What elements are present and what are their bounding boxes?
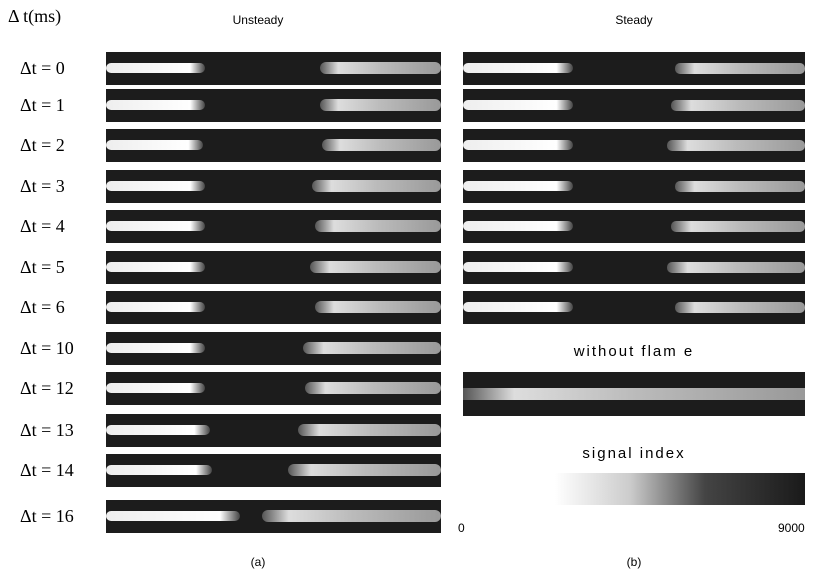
spray bbox=[315, 301, 441, 313]
spray bbox=[298, 424, 441, 436]
spray bbox=[463, 262, 573, 272]
colorbar bbox=[555, 473, 805, 505]
spray bbox=[106, 100, 205, 110]
spray bbox=[463, 302, 573, 312]
spray bbox=[675, 302, 805, 313]
spray bbox=[106, 221, 205, 231]
spray bbox=[315, 220, 441, 232]
colorbar-min: 0 bbox=[458, 521, 465, 535]
spray bbox=[320, 99, 441, 111]
spray bbox=[667, 140, 805, 151]
axis-label: Δ t(ms) bbox=[8, 6, 61, 27]
spray bbox=[463, 181, 573, 191]
spray bbox=[106, 383, 205, 393]
spray bbox=[106, 465, 212, 475]
spray bbox=[106, 262, 205, 272]
spray bbox=[463, 63, 573, 73]
colorbar-title: signal index bbox=[582, 445, 685, 462]
spray bbox=[675, 181, 805, 192]
spray bbox=[463, 140, 573, 150]
spray bbox=[288, 464, 441, 476]
spray bbox=[671, 221, 805, 232]
spray bbox=[320, 62, 441, 74]
spray bbox=[303, 342, 441, 354]
spray bbox=[106, 140, 203, 150]
spray bbox=[671, 100, 805, 111]
caption-a: (a) bbox=[251, 555, 266, 569]
spray bbox=[106, 343, 205, 353]
row-label: Δt = 4 bbox=[20, 216, 65, 236]
row-label: Δt = 5 bbox=[20, 257, 65, 277]
spray bbox=[322, 139, 441, 151]
spray bbox=[463, 388, 805, 400]
row-label: Δt = 10 bbox=[20, 338, 74, 358]
spray bbox=[310, 261, 441, 273]
row-label: Δt = 12 bbox=[20, 378, 74, 398]
spray bbox=[305, 382, 441, 394]
spray bbox=[675, 63, 805, 74]
colorbar-max: 9000 bbox=[778, 521, 805, 535]
left-title: Unsteady bbox=[233, 13, 284, 27]
spray bbox=[106, 302, 205, 312]
spray bbox=[667, 262, 805, 273]
row-label: Δt = 13 bbox=[20, 420, 74, 440]
spray bbox=[463, 221, 573, 231]
spray bbox=[106, 63, 205, 73]
row-label: Δt = 1 bbox=[20, 95, 65, 115]
right-title: Steady bbox=[615, 13, 652, 27]
row-label: Δt = 16 bbox=[20, 506, 74, 526]
spray bbox=[312, 180, 441, 192]
row-label: Δt = 2 bbox=[20, 135, 65, 155]
spray bbox=[106, 181, 205, 191]
spray bbox=[262, 510, 441, 522]
row-label: Δt = 0 bbox=[20, 58, 65, 78]
row-label: Δt = 14 bbox=[20, 460, 74, 480]
spray bbox=[106, 511, 240, 521]
caption-b: (b) bbox=[627, 555, 642, 569]
without-flame-label: without flam e bbox=[573, 343, 695, 360]
row-label: Δt = 6 bbox=[20, 297, 65, 317]
figure: Δ t(ms) Unsteady Steady without flam e s… bbox=[0, 0, 831, 574]
row-label: Δt = 3 bbox=[20, 176, 65, 196]
spray bbox=[106, 425, 210, 435]
spray bbox=[463, 100, 573, 110]
